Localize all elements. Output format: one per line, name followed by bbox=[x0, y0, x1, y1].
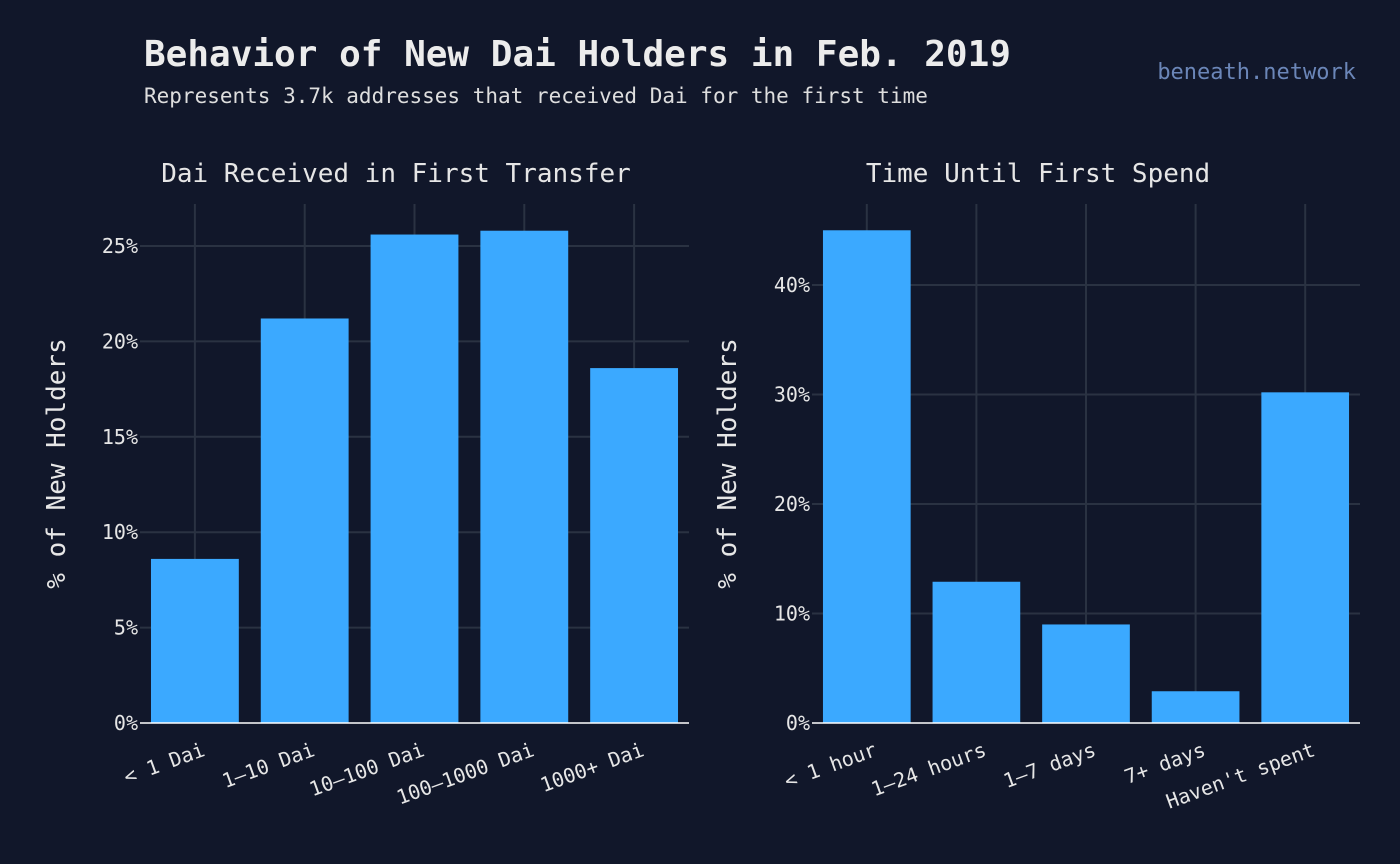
chart-2-bar bbox=[1151, 691, 1240, 723]
chart-2-y-tick-label: 10% bbox=[774, 602, 810, 626]
chart-1-y-tick-label: 20% bbox=[102, 329, 138, 353]
chart-1-bar bbox=[150, 558, 239, 723]
chart-1-bar bbox=[260, 318, 349, 723]
chart-1-x-tick-label: 1000+ Dai bbox=[537, 737, 647, 797]
chart-2-title: Time Until First Spend bbox=[866, 159, 1210, 189]
chart-1-y-tick-label: 5% bbox=[114, 616, 138, 640]
chart-subtitle: Represents 3.7k addresses that received … bbox=[144, 84, 928, 108]
chart-2-y-tick-label: 40% bbox=[774, 273, 810, 297]
chart-1-y-tick-label: 25% bbox=[102, 234, 138, 258]
chart-2-bar bbox=[932, 581, 1021, 723]
chart-2-x-tick-label: < 1 hour bbox=[781, 737, 880, 792]
chart-1-bar bbox=[480, 230, 569, 723]
chart-2-y-tick-label: 0% bbox=[786, 711, 810, 735]
chart-1-x-tick-label: < 1 Dai bbox=[120, 737, 207, 788]
chart-1-bar bbox=[370, 234, 459, 723]
chart-1-y-tick-label: 0% bbox=[114, 711, 138, 735]
chart-title: Behavior of New Dai Holders in Feb. 2019 bbox=[144, 34, 1011, 75]
chart-1-bar bbox=[590, 368, 679, 723]
brand-label: beneath.network bbox=[1157, 60, 1356, 85]
chart-2-y-tick-label: 30% bbox=[774, 383, 810, 407]
chart-2-x-tick-label: 1–7 days bbox=[1000, 737, 1099, 792]
chart-1-y-tick-label: 10% bbox=[102, 520, 138, 544]
chart-2-y-tick-label: 20% bbox=[774, 492, 810, 516]
chart-2-bar bbox=[822, 230, 911, 723]
chart-2-y-axis-label: % of New Holders bbox=[713, 338, 743, 588]
chart-1-y-axis-label: % of New Holders bbox=[42, 338, 72, 588]
chart-2-bar bbox=[1261, 392, 1350, 723]
chart-1-y-tick-label: 15% bbox=[102, 425, 138, 449]
chart-2-bar bbox=[1042, 624, 1130, 723]
chart-1-title: Dai Received in First Transfer bbox=[161, 159, 631, 189]
chart-1-x-tick-label: 1–10 Dai bbox=[219, 737, 318, 792]
chart-2-x-tick-label: 1–24 hours bbox=[868, 737, 989, 801]
